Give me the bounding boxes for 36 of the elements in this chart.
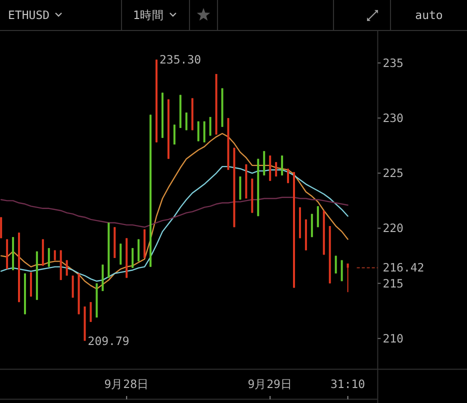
x-tick-label: 9月28日 <box>104 377 150 391</box>
line-series <box>0 166 348 282</box>
candlestick <box>281 155 284 176</box>
candlestick <box>66 260 68 276</box>
candlestick <box>340 260 343 282</box>
candlestick <box>185 112 188 131</box>
ref-line-label: 216.42 <box>382 260 424 275</box>
candlestick <box>203 120 206 143</box>
annotation: 235.30 <box>160 52 202 67</box>
candlestick <box>72 275 74 298</box>
x-tick-label: 9月29日 <box>248 377 292 391</box>
candlestick <box>334 255 337 274</box>
candlestick <box>0 216 2 239</box>
candlestick <box>173 124 176 145</box>
x-tick-label: 31:10 <box>330 377 366 391</box>
y-tick-label: 220 <box>382 221 404 236</box>
candlestick <box>275 162 278 177</box>
annotation: 209.79 <box>88 334 130 348</box>
candlestick <box>346 263 349 293</box>
candlestick <box>287 168 290 184</box>
text: auto <box>415 8 443 22</box>
candlestick <box>138 238 140 262</box>
y-tick-label: 215 <box>382 276 404 290</box>
candlestick <box>316 206 319 228</box>
line-series <box>0 196 348 228</box>
candlestick <box>120 243 122 266</box>
candlestick <box>90 302 92 322</box>
y-tick-label: 225 <box>382 166 404 180</box>
y-tick-label: 230 <box>382 111 404 126</box>
chart-subtitle: 1時間 <box>133 8 164 22</box>
candlestick <box>48 248 50 268</box>
y-tick-label: 235 <box>382 56 404 70</box>
chart-title: ETHUSD <box>8 8 50 22</box>
y-tick-label: 210 <box>382 331 404 346</box>
candlestick <box>132 248 134 268</box>
line-series <box>0 132 348 290</box>
